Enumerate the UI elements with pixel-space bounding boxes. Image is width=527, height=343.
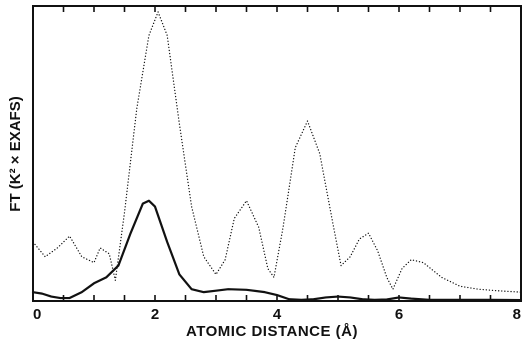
x-tick-label: 0 [33,306,41,323]
x-tick-label: 4 [273,306,282,323]
x-tick-label: 8 [513,306,521,323]
x-tick-label: 2 [151,306,159,323]
series-dotted-line [32,11,522,293]
series-solid-line [31,199,523,302]
x-tick-labels: 0 2 4 6 8 [33,306,521,323]
top-minor-ticks [32,6,522,12]
x-tick-label: 6 [395,306,403,323]
x-axis-label: ATOMIC DISTANCE (Å) [186,323,358,340]
y-axis-label: FT (K² × EXAFS) [7,96,24,211]
series-layer [31,11,523,302]
plot-frame [32,5,522,302]
